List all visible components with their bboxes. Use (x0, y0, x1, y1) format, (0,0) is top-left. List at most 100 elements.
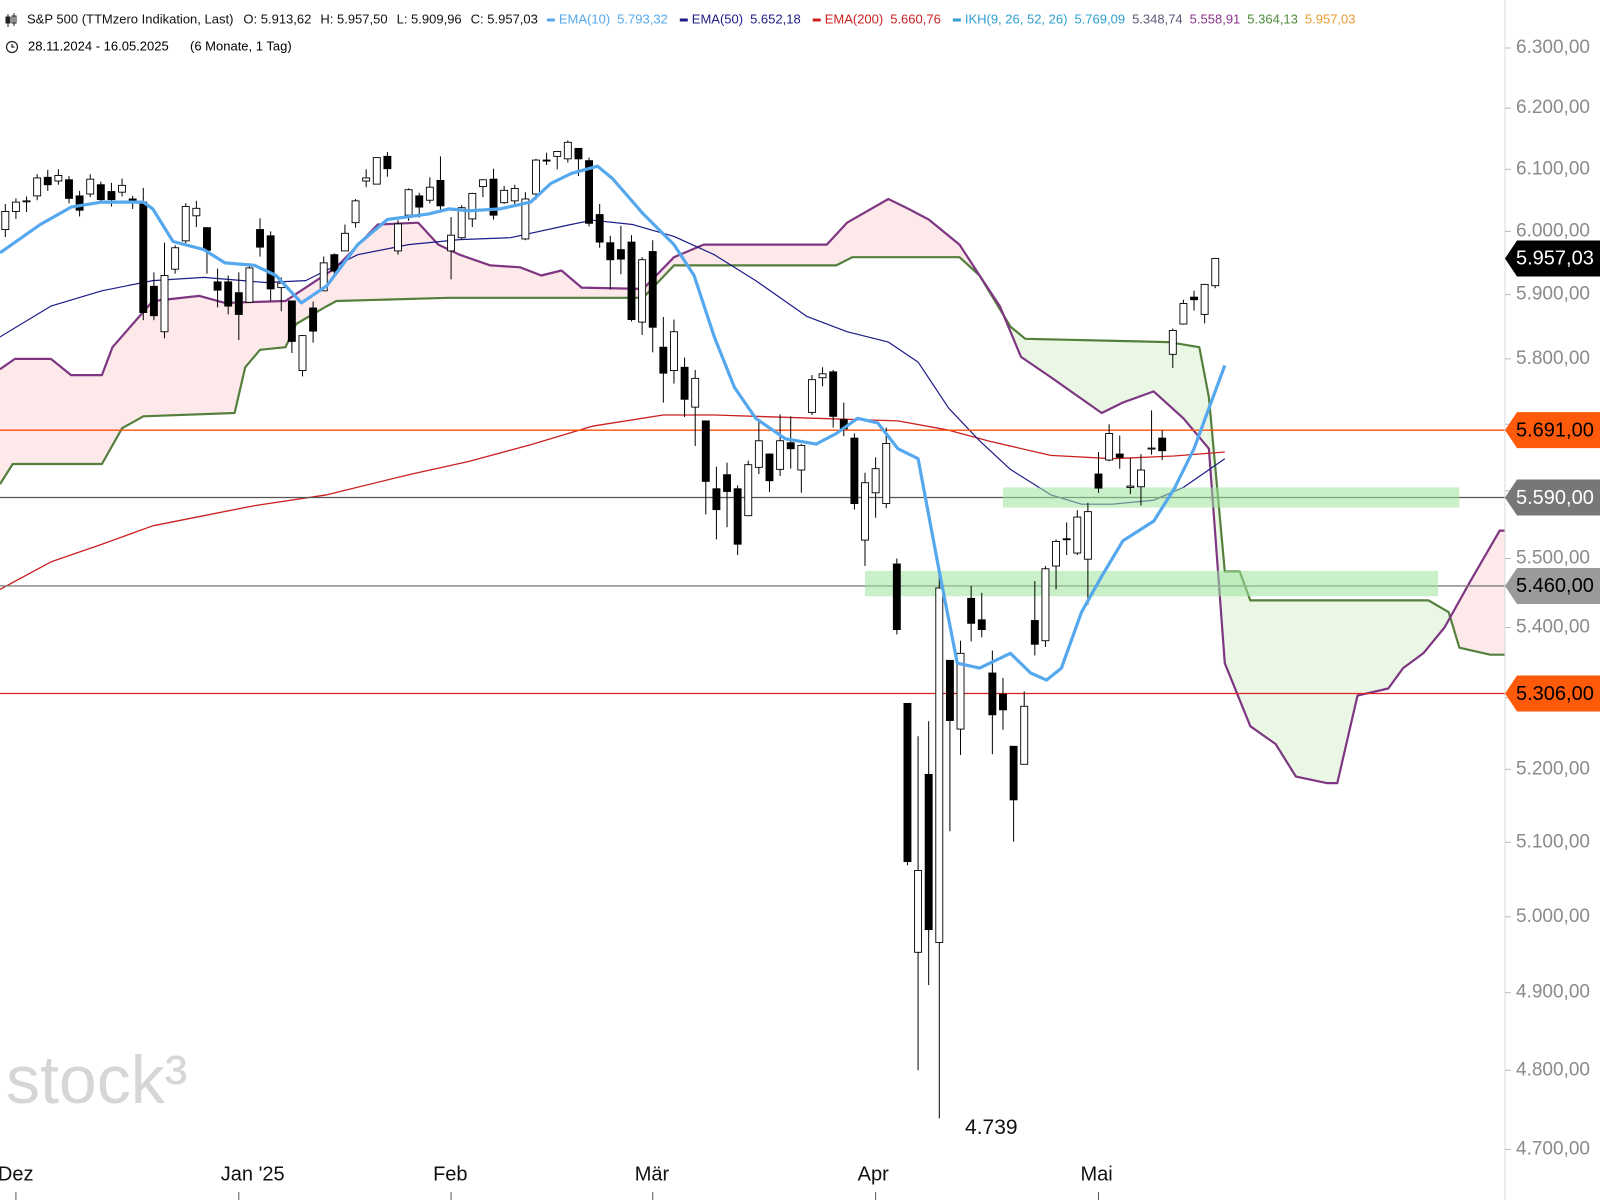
candle-body (595, 214, 604, 243)
senkou-span-b (0, 197, 1505, 785)
candle-body (744, 464, 753, 517)
candle-body (829, 371, 838, 417)
price-tag-label: 5.590,00 (1516, 487, 1594, 509)
candle-body (171, 247, 180, 270)
cloud-bear (0, 198, 1505, 655)
candle-body (1168, 330, 1177, 355)
candle-body (967, 597, 976, 624)
candle-body (532, 159, 540, 195)
y-tick-label: 6.100,00 (1516, 158, 1590, 179)
candle-body (436, 179, 445, 207)
candle-body (383, 155, 392, 170)
annotation: 4.739 (965, 1116, 1018, 1139)
candle-body (733, 488, 742, 545)
header-text: H: 5.957,50 (320, 11, 387, 26)
header-text: 5.348,74 (1132, 11, 1183, 26)
candle-body (754, 440, 763, 468)
candle-body (924, 773, 933, 931)
candle-body (372, 157, 381, 185)
ema-line (0, 164, 1227, 682)
candle-body (999, 693, 1007, 711)
candle-body (234, 292, 243, 315)
price-tag (1505, 479, 1600, 516)
candle-body (818, 373, 827, 379)
y-tick-label: 6.200,00 (1516, 97, 1590, 118)
y-tick-label: 5.500,00 (1516, 548, 1590, 569)
candle-body (1062, 538, 1071, 541)
candle-body (1030, 620, 1039, 645)
candle-body (33, 177, 42, 197)
price-tag (1505, 412, 1600, 449)
candle-body (988, 672, 997, 716)
header-text: EMA(200) (825, 11, 884, 26)
candle-body (691, 377, 700, 408)
candle-body (404, 189, 413, 216)
candle-body (75, 195, 84, 211)
header-text: L: 5.909,96 (397, 11, 462, 26)
y-tick-label: 5.000,00 (1516, 906, 1590, 927)
candle-body (245, 267, 254, 303)
candle-body (500, 189, 509, 204)
candle-body (956, 652, 965, 730)
support-zone (1002, 487, 1460, 508)
candle-body (797, 444, 806, 471)
candle-body (203, 227, 211, 251)
price-tag-label: 5.306,00 (1516, 683, 1594, 705)
y-tick-label: 5.900,00 (1516, 284, 1590, 305)
candle-body (224, 281, 233, 307)
ema-line (0, 414, 1225, 590)
candle-body (521, 198, 530, 240)
candle-body (627, 241, 636, 320)
date-range: 28.11.2024 - 16.05.2025 (28, 38, 169, 53)
candle-body (776, 440, 785, 470)
candle-body (563, 141, 572, 160)
candle-body (786, 442, 795, 450)
y-tick-label: 4.800,00 (1516, 1059, 1590, 1080)
candle-body (1052, 541, 1060, 567)
candle-body (415, 195, 424, 208)
candle-body (1200, 283, 1209, 315)
candle-body (914, 870, 923, 953)
candle-body (478, 179, 487, 188)
candle-body (1147, 447, 1156, 450)
y-tick-label: 5.400,00 (1516, 616, 1590, 637)
price-tag-label: 5.460,00 (1516, 575, 1594, 597)
candle-body (86, 178, 95, 195)
candle-body (107, 191, 116, 201)
candle-body (425, 186, 434, 201)
candle-body (648, 251, 657, 328)
candle-body (139, 201, 148, 313)
candle-body (510, 187, 519, 202)
candle-body (935, 587, 944, 943)
candle-body (65, 179, 73, 199)
candle-body (1020, 705, 1029, 765)
candle-body (765, 453, 774, 482)
candle-body (712, 488, 721, 511)
candle-body (149, 285, 158, 317)
header-text: 5.957,03 (1305, 11, 1356, 26)
header-text: 5.652,18 (750, 11, 801, 26)
candle-body (670, 331, 678, 371)
y-tick-label: 5.200,00 (1516, 758, 1590, 779)
candle-body (96, 184, 105, 201)
x-tick-label: Mär (635, 1163, 670, 1185)
x-tick-label: Mai (1081, 1163, 1113, 1185)
candle-body (882, 442, 891, 505)
candle-body (1083, 511, 1092, 560)
symbol-icon (5, 13, 17, 27)
candle-body (287, 300, 296, 342)
y-tick-label: 4.900,00 (1516, 982, 1590, 1003)
candle-body (43, 176, 52, 186)
candle-body (160, 275, 169, 333)
candle-body (1105, 433, 1114, 461)
candle-body (1158, 437, 1167, 452)
candle-body (1041, 568, 1050, 642)
price-tag-label: 5.957,03 (1516, 248, 1594, 270)
y-tick-label: 4.700,00 (1516, 1138, 1590, 1159)
candle-body (542, 159, 551, 162)
header-text: C: 5.957,03 (471, 11, 538, 26)
header-text: 5.793,32 (617, 11, 668, 26)
price-tag (1505, 240, 1600, 277)
header-text: EMA(50) (692, 11, 743, 26)
candle-body (330, 254, 339, 272)
